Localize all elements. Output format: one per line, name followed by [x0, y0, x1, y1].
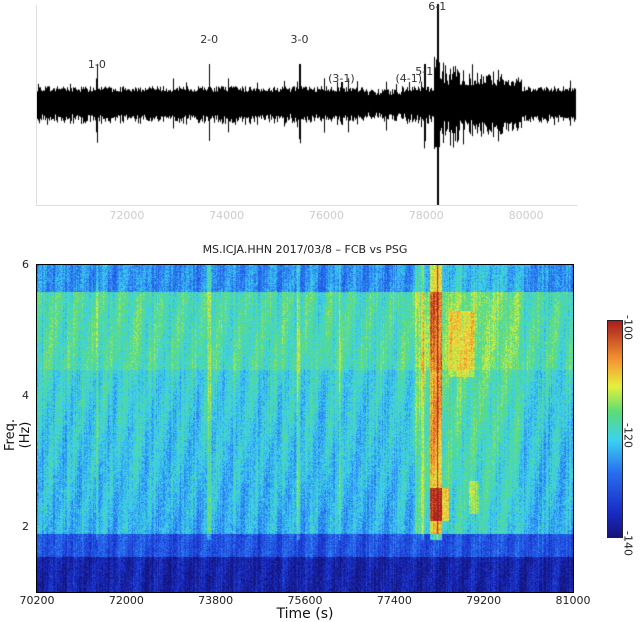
event-label: 1-0 — [87, 58, 106, 71]
event-label: (3-1) — [328, 72, 355, 85]
seismogram-x-axis — [36, 205, 577, 206]
colorbar — [607, 320, 623, 538]
spectrogram-title: MS.ICJA.HHN 2017/03/8 – FCB vs PSG — [202, 243, 408, 256]
spectrogram-x-tick: 72000 — [108, 594, 144, 607]
spectrogram-x-tick: 73800 — [198, 594, 234, 607]
event-label: 3-0 — [290, 33, 309, 46]
seismogram-x-tick: 72000 — [109, 209, 145, 222]
spectrogram-x-tick: 75600 — [287, 594, 323, 607]
spectrogram-x-tick: 81000 — [555, 594, 591, 607]
seismogram-x-tick: 80000 — [508, 209, 544, 222]
colorbar-tick: -140 — [621, 531, 635, 556]
seismogram-x-tick: 78000 — [408, 209, 444, 222]
colorbar-tick: -120 — [621, 423, 635, 448]
x-axis-label: Time (s) — [276, 606, 334, 622]
spectrogram-y-tick: 2 — [22, 519, 29, 533]
seismogram-y-axis — [36, 5, 37, 206]
event-label: 5-1 — [415, 65, 434, 78]
y-axis-label: Freq. (Hz) — [3, 419, 33, 451]
colorbar-tick: -100 — [621, 315, 635, 340]
spectrogram-x-tick: 77400 — [376, 594, 412, 607]
spectrogram-y-tick: 6 — [22, 258, 29, 271]
spectrogram-frame — [36, 264, 574, 593]
seismogram-x-tick: 74000 — [209, 209, 245, 222]
spectrogram-x-tick: 79200 — [466, 594, 502, 607]
event-label: 2-0 — [200, 33, 219, 46]
spectrogram-y-tick: 4 — [22, 388, 29, 402]
seismogram-trace — [37, 0, 577, 205]
seismogram-x-tick: 76000 — [308, 209, 344, 222]
spectrogram-heatmap — [37, 265, 573, 592]
spectrogram-x-tick: 70200 — [19, 594, 55, 607]
event-label: (4-1) — [395, 72, 423, 85]
event-label: 6-1 — [428, 0, 447, 13]
